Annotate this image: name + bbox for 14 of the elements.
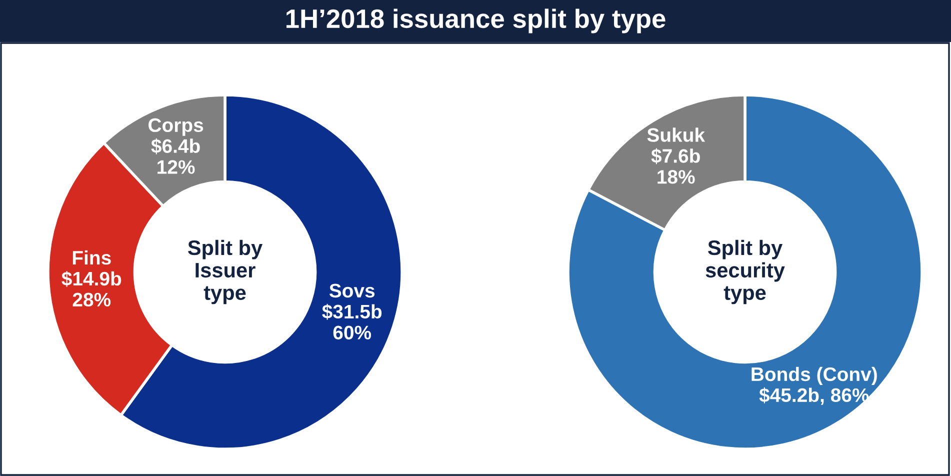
data-label: $31.5b 60% bbox=[322, 304, 382, 340]
data-label: $14.9b 28% bbox=[62, 270, 122, 307]
slice-label: Fins bbox=[72, 250, 111, 265]
slice-label: Bonds (Conv) bbox=[752, 366, 877, 385]
data-label: $7.6b 18% bbox=[651, 148, 700, 184]
text: Split by security type bbox=[706, 240, 785, 304]
data-label: $45.2b, 86% bbox=[759, 387, 869, 405]
text: Split by Issuer type bbox=[188, 240, 263, 304]
slice-label: Sovs bbox=[329, 284, 375, 298]
slice-label: Corps bbox=[148, 118, 204, 136]
donut-slice bbox=[566, 94, 924, 450]
text: 1H’2018 issuance split by type bbox=[286, 8, 666, 34]
slice-label: Sukuk bbox=[647, 128, 706, 142]
data-label: $6.4b 12% bbox=[151, 138, 200, 174]
